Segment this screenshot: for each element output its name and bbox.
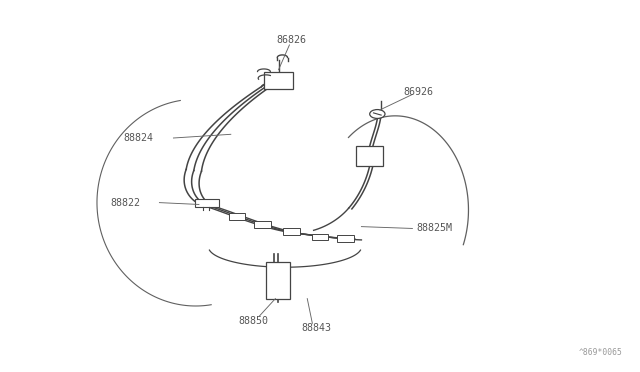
Bar <box>254 221 271 228</box>
Circle shape <box>370 110 385 118</box>
Bar <box>195 199 220 208</box>
Text: 88822: 88822 <box>111 198 141 208</box>
Bar <box>266 262 290 299</box>
Bar <box>229 213 246 219</box>
Text: 88824: 88824 <box>124 133 154 143</box>
Bar <box>356 147 383 166</box>
Text: 88843: 88843 <box>302 323 332 333</box>
Text: 86826: 86826 <box>276 35 307 45</box>
Bar <box>283 228 300 235</box>
Text: 88825M: 88825M <box>417 224 452 234</box>
Text: 86926: 86926 <box>404 87 434 97</box>
Bar <box>264 71 293 89</box>
Bar <box>337 235 354 242</box>
Bar <box>312 234 328 240</box>
Text: ^869*0065: ^869*0065 <box>579 347 623 357</box>
Text: 88850: 88850 <box>238 316 268 326</box>
